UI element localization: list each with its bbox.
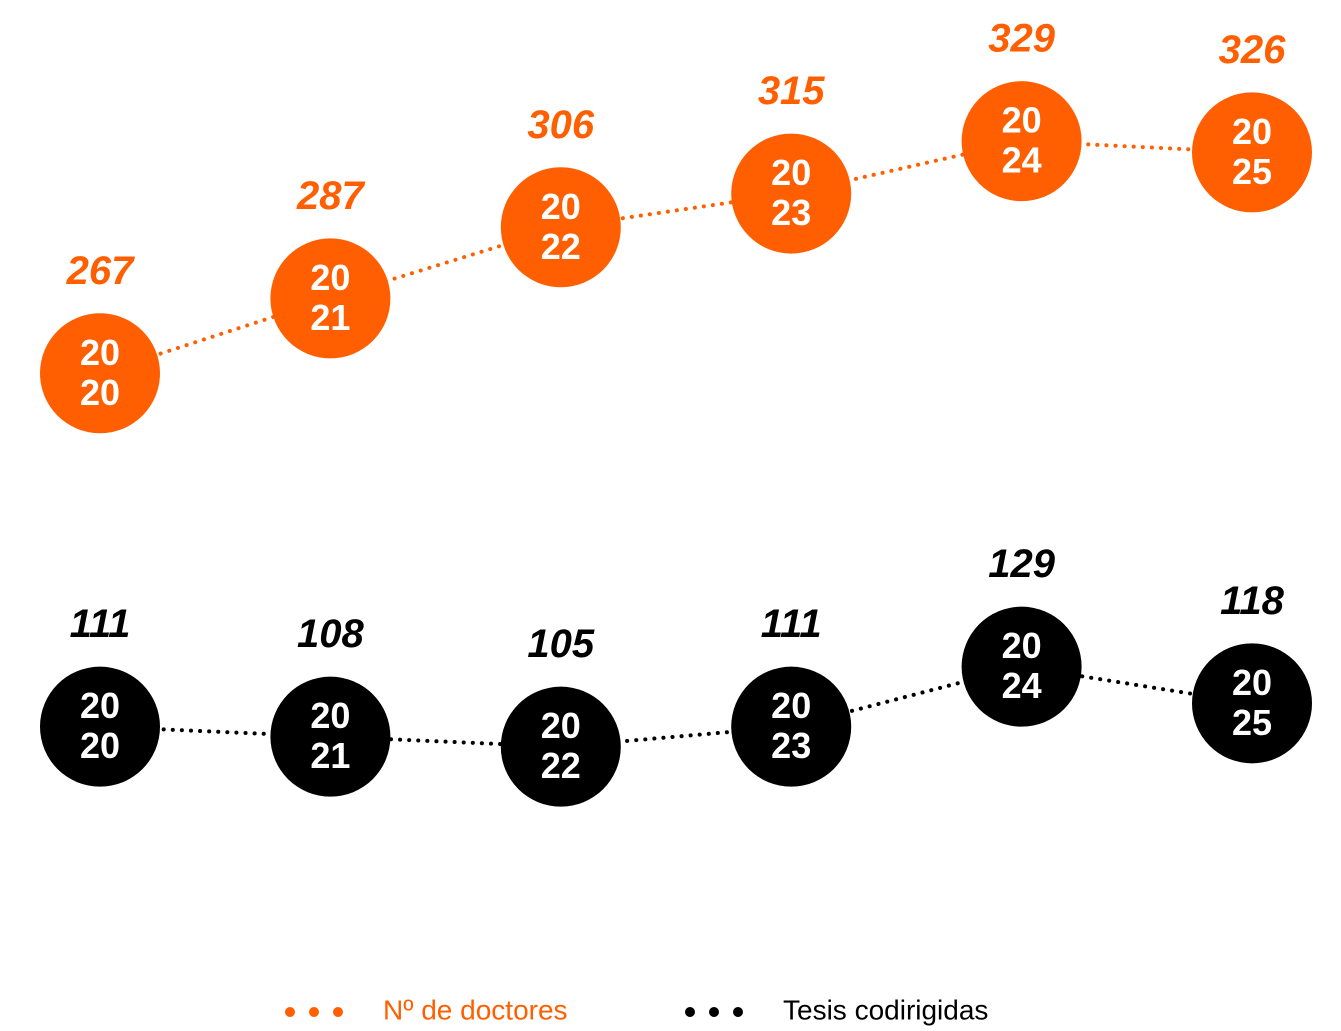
point bbox=[961, 606, 1082, 727]
year-line: 20 bbox=[1002, 625, 1042, 666]
year-line: 20 bbox=[80, 725, 120, 766]
year-line: 25 bbox=[1232, 702, 1272, 743]
year-line: 20 bbox=[1002, 100, 1042, 141]
year-line: 20 bbox=[80, 372, 120, 413]
value-label: 129 bbox=[988, 542, 1055, 586]
year-line: 20 bbox=[80, 685, 120, 726]
year-line: 20 bbox=[80, 332, 120, 373]
value-label: 118 bbox=[1220, 579, 1285, 623]
value-label: 306 bbox=[527, 103, 594, 147]
value-label: 105 bbox=[527, 622, 594, 666]
value-label: 315 bbox=[758, 69, 825, 113]
value-label: 329 bbox=[988, 17, 1055, 61]
point bbox=[961, 81, 1082, 202]
year-line: 20 bbox=[541, 705, 581, 746]
point bbox=[731, 666, 852, 787]
point bbox=[500, 167, 621, 288]
point bbox=[40, 666, 160, 787]
legend-dot bbox=[333, 1007, 343, 1017]
year-line: 20 bbox=[310, 257, 350, 298]
series-line bbox=[98, 139, 1254, 376]
year-line: 20 bbox=[1232, 662, 1272, 703]
year-line: 25 bbox=[1232, 151, 1272, 192]
year-line: 20 bbox=[1232, 111, 1272, 152]
year-line: 23 bbox=[771, 725, 811, 766]
point bbox=[500, 686, 621, 807]
year-line: 24 bbox=[1002, 665, 1042, 706]
point bbox=[270, 238, 391, 359]
legend-label: Nº de doctores bbox=[383, 994, 568, 1025]
year-line: 22 bbox=[541, 226, 581, 267]
point bbox=[40, 313, 160, 434]
value-label: 111 bbox=[70, 602, 131, 646]
year-line: 21 bbox=[310, 297, 350, 338]
legend-label: Tesis codirigidas bbox=[783, 994, 988, 1025]
point bbox=[1192, 92, 1312, 213]
legend-dot bbox=[733, 1007, 743, 1017]
year-line: 20 bbox=[541, 186, 581, 227]
year-line: 22 bbox=[541, 745, 581, 786]
point bbox=[270, 676, 391, 797]
legend-dot bbox=[309, 1007, 319, 1017]
value-label: 108 bbox=[297, 612, 364, 656]
legend-dot bbox=[709, 1007, 719, 1017]
point bbox=[731, 133, 852, 254]
value-label: 111 bbox=[761, 602, 822, 646]
year-line: 20 bbox=[310, 695, 350, 736]
year-line: 20 bbox=[771, 685, 811, 726]
legend-dot bbox=[285, 1007, 295, 1017]
value-label: 287 bbox=[296, 174, 365, 218]
value-label: 326 bbox=[1219, 28, 1286, 72]
year-line: 24 bbox=[1002, 140, 1042, 181]
point bbox=[1192, 643, 1312, 764]
year-line: 20 bbox=[771, 152, 811, 193]
year-line: 21 bbox=[310, 735, 350, 776]
legend-dot bbox=[685, 1007, 695, 1017]
value-label: 267 bbox=[66, 249, 135, 293]
year-line: 23 bbox=[771, 192, 811, 233]
